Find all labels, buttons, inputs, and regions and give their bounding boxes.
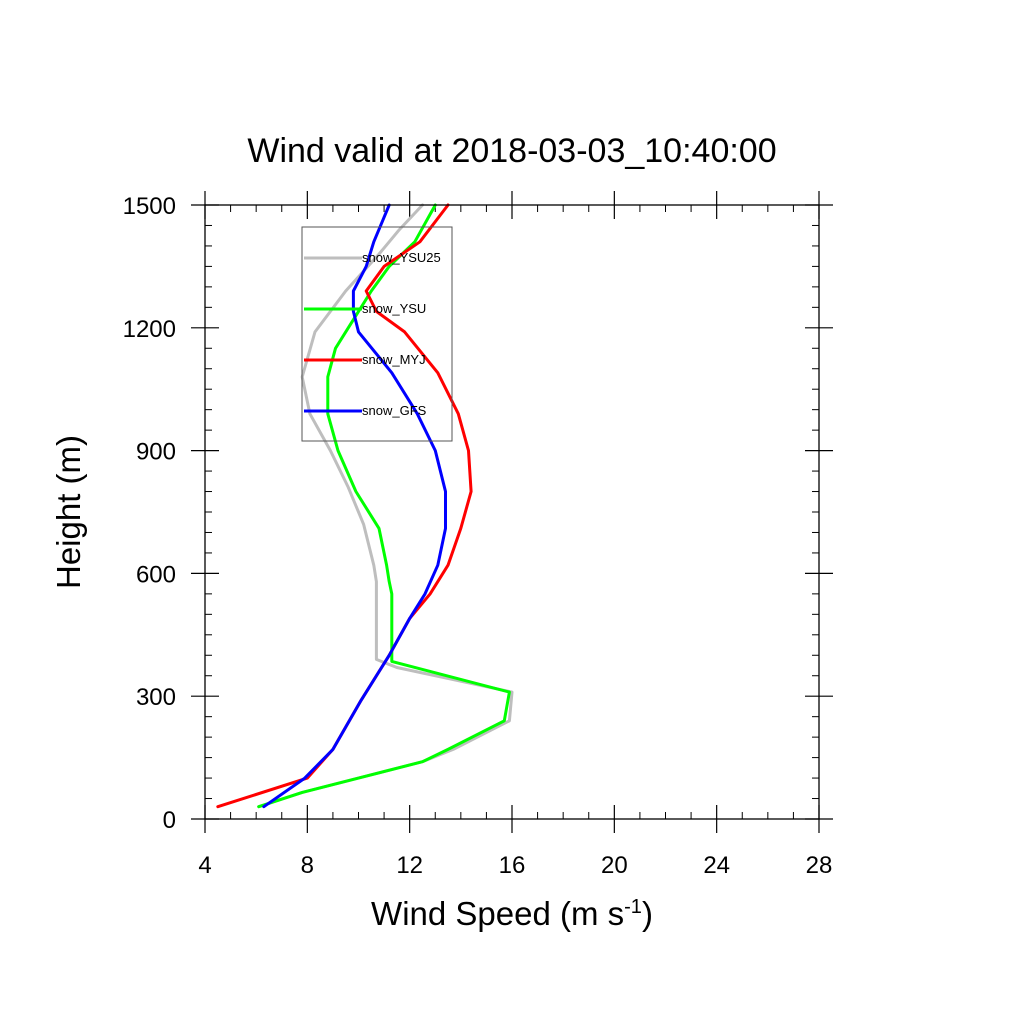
x-tick-label: 4 (198, 852, 211, 879)
minor-ticks (205, 205, 819, 819)
y-tick-label: 900 (136, 439, 176, 466)
x-axis-label-suffix: ) (642, 895, 653, 932)
legend-label-snow_YSU25: snow_YSU25 (362, 250, 441, 265)
x-axis-label-superscript: -1 (624, 896, 642, 918)
plot-frame (204, 204, 820, 820)
x-tick-label: 20 (601, 852, 628, 879)
legend-label-snow_GFS: snow_GFS (362, 403, 427, 418)
legend: snow_YSU25 snow_YSU snow_MYJ snow_GFS (301, 226, 453, 442)
x-tick-labels: 4 8 12 16 20 24 28 (198, 852, 832, 879)
x-tick-label: 28 (806, 852, 833, 879)
y-tick-labels: 0 300 600 900 1200 1500 (123, 193, 176, 834)
series-lines (216, 203, 514, 809)
x-tick-label: 16 (499, 852, 526, 879)
y-tick-label: 600 (136, 561, 176, 588)
y-axis-label: Height (m) (50, 435, 87, 589)
y-tick-label: 1500 (123, 193, 176, 220)
chart-title: Wind valid at 2018-03-03_10:40:00 (247, 132, 776, 170)
x-axis-label: Wind Speed (m s-1) (371, 895, 653, 932)
y-tick-label: 300 (136, 684, 176, 711)
x-tick-label: 24 (703, 852, 730, 879)
x-tick-label: 12 (396, 852, 423, 879)
legend-box (301, 226, 453, 442)
legend-label-snow_MYJ: snow_MYJ (362, 352, 426, 367)
y-tick-label: 0 (163, 807, 176, 834)
y-tick-label: 1200 (123, 316, 176, 343)
series-line-snow_GFS (262, 203, 447, 809)
x-tick-label: 8 (301, 852, 314, 879)
legend-label-snow_YSU: snow_YSU (362, 301, 426, 316)
